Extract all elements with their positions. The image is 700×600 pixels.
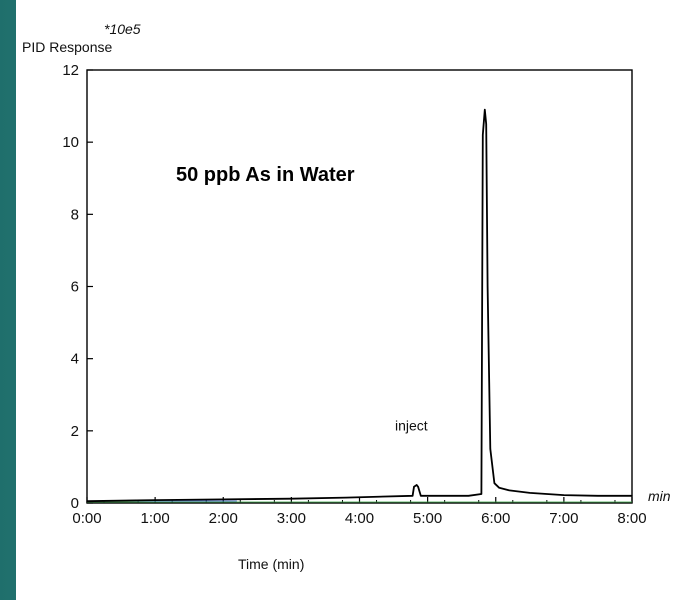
x-tick-label: 2:00	[209, 510, 238, 527]
y-tick-label: 8	[71, 206, 79, 223]
series-point	[529, 492, 531, 494]
series-point	[290, 498, 292, 500]
y-scale-label: *10e5	[104, 21, 141, 37]
series-point	[412, 495, 414, 497]
x-tick-label: 3:00	[277, 510, 306, 527]
series-line	[86, 108, 632, 503]
y-tick-label: 4	[71, 351, 79, 368]
x-tick-label: 8:00	[617, 510, 646, 527]
series-point	[597, 495, 599, 497]
y-tick-label: 12	[62, 62, 79, 79]
x-tick-label: 0:00	[72, 510, 101, 527]
y-tick-label: 2	[71, 423, 79, 440]
series-point	[631, 495, 633, 497]
x-tick-label: 1:00	[141, 510, 170, 527]
series-point	[420, 495, 422, 497]
series-point	[493, 482, 495, 484]
x-unit-label: min	[648, 488, 671, 504]
series-point	[480, 493, 483, 495]
series-point	[486, 285, 489, 288]
y-axis-label: PID Response	[22, 39, 112, 55]
series-point	[498, 487, 500, 489]
ticks-layer: 0 2 4 6 8 10 12 0:00 1:00 2:00 3:00 4:00 5:00 6:00 7:0…	[62, 62, 646, 527]
series-point	[345, 496, 347, 499]
x-tick-label: 6:00	[481, 510, 510, 527]
y-tick-label: 0	[71, 495, 79, 512]
series-point	[508, 489, 510, 491]
x-tick-label: 5:00	[413, 510, 442, 527]
series-point	[222, 498, 224, 500]
series-point	[416, 484, 418, 486]
series-point	[86, 500, 88, 502]
x-tick-label: 7:00	[549, 510, 578, 527]
trace-layer	[86, 108, 633, 503]
series-point	[482, 134, 484, 136]
series-point	[413, 486, 415, 488]
series-point	[154, 499, 156, 501]
inject-annotation: inject	[395, 418, 428, 434]
series-point	[485, 123, 487, 125]
series-point	[489, 448, 491, 450]
y-tick-label: 6	[71, 279, 79, 296]
series-point	[484, 109, 486, 111]
x-tick-label: 4:00	[345, 510, 374, 527]
series-point	[467, 495, 470, 497]
plot-frame	[86, 69, 633, 504]
chart-title: 50 ppb As in Water	[176, 164, 355, 186]
y-tick-label: 10	[62, 134, 79, 151]
x-axis-label: Time (min)	[238, 556, 304, 572]
series-point	[563, 494, 565, 496]
series-point	[417, 486, 419, 488]
